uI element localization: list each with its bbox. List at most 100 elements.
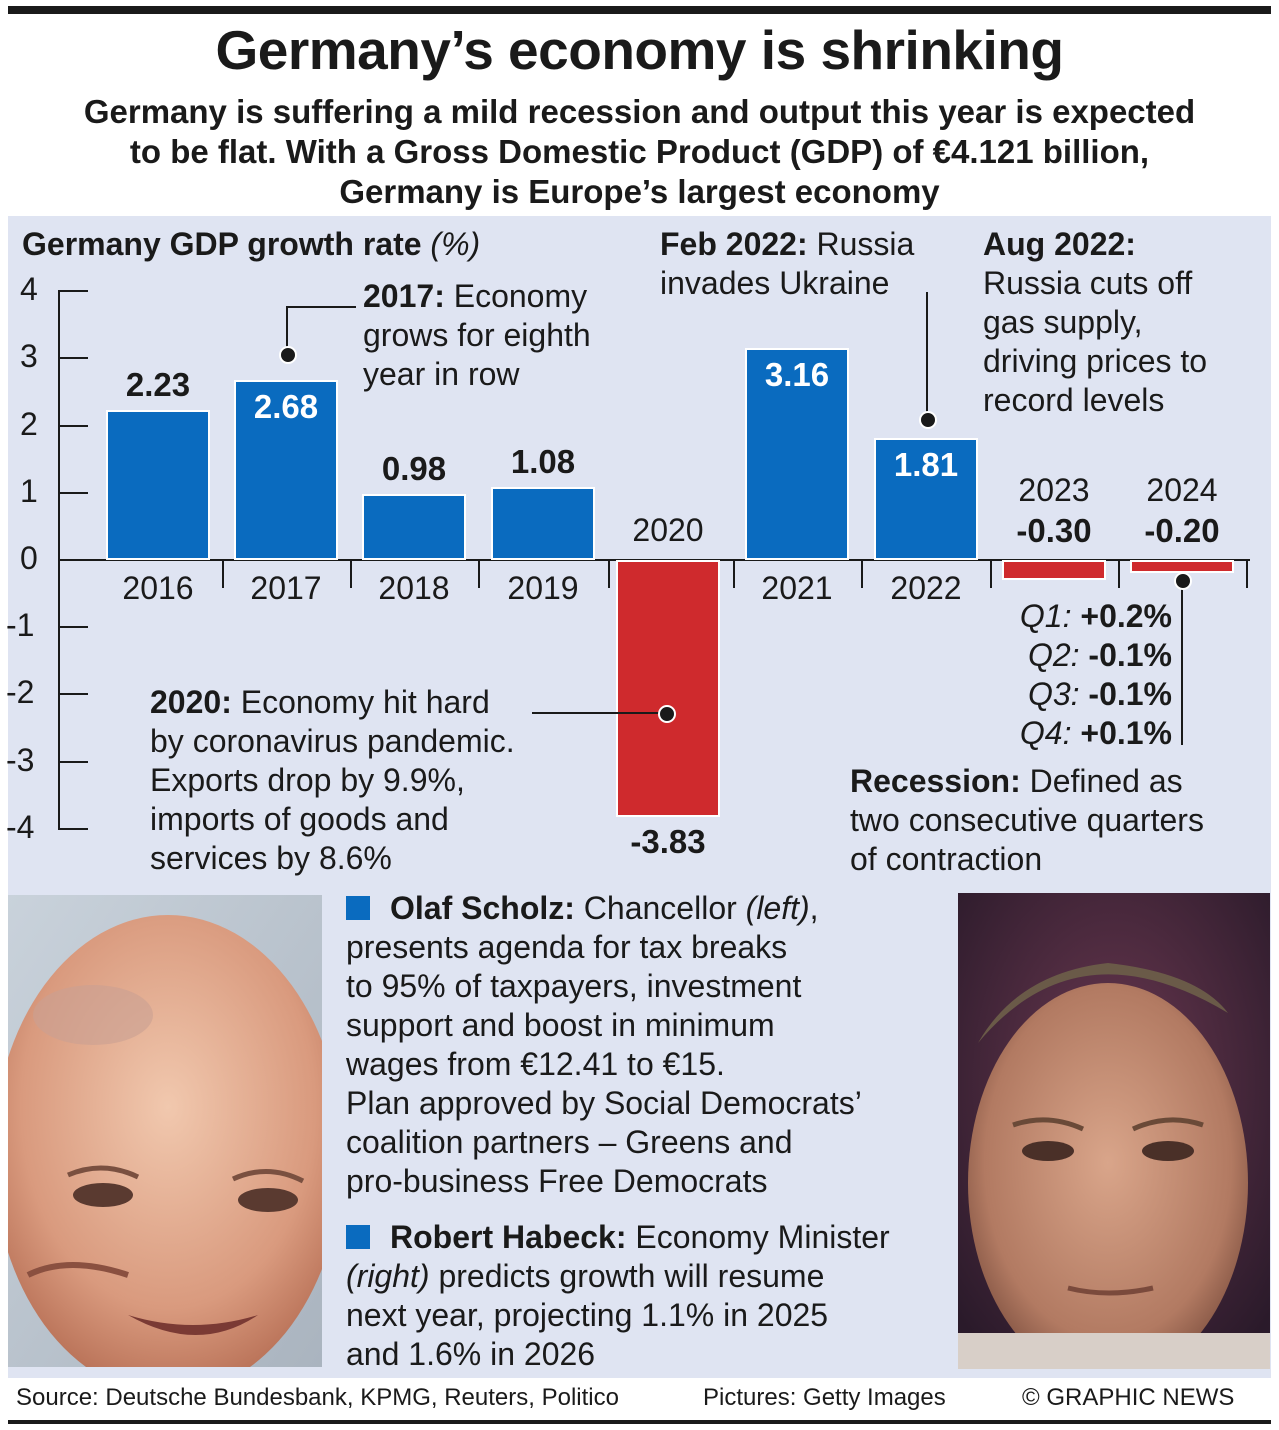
annotation-2020-line: Economy hit hard	[240, 684, 490, 720]
habeck-photo	[958, 893, 1270, 1369]
annotation-2017-line: grows for eighth	[363, 317, 591, 353]
y-tick	[58, 357, 88, 360]
value-label: 1.81	[893, 446, 959, 484]
annotation-2020-line: imports of goods and	[150, 801, 449, 837]
quarter-value: -0.1%	[1088, 637, 1172, 673]
quarter-row: Q2: -0.1%	[1002, 636, 1172, 675]
subtitle-line-1: Germany is suffering a mild recession an…	[83, 93, 1196, 130]
bar-2017	[234, 379, 338, 560]
y-tick-label: -1	[6, 607, 35, 644]
quarter-label: Q4:	[1019, 715, 1072, 751]
marker-2020	[658, 705, 676, 723]
bar-2018	[362, 494, 466, 560]
x-tick-label: 2017	[250, 570, 322, 606]
y-tick-label: -3	[6, 741, 35, 778]
y-tick	[58, 760, 88, 763]
chart-title-text: Germany GDP growth rate	[22, 226, 422, 262]
value-label: 2.68	[253, 387, 319, 425]
y-tick-label: 4	[20, 271, 38, 308]
y-tick-label: -4	[6, 808, 35, 845]
bar-2022	[874, 438, 978, 560]
bullet-square-icon	[346, 1225, 370, 1249]
annotation-2020-line: by coronavirus pandemic.	[150, 723, 515, 759]
year-separator	[861, 560, 863, 588]
annotation-recession-line: of contraction	[850, 841, 1043, 877]
subtitle-line-3: Germany is Europe’s largest economy	[339, 173, 940, 210]
marker-feb2022	[919, 411, 937, 429]
y-tick	[58, 693, 88, 696]
annotation-recession-head: Recession:	[850, 763, 1021, 799]
x-tick-label: 2018	[378, 570, 450, 606]
annotation-recession-line: Defined as	[1029, 763, 1183, 799]
bar-2016	[106, 410, 210, 560]
habeck-line: next year, projecting 1.1% in 2025	[346, 1297, 829, 1333]
marker-2024	[1174, 572, 1192, 590]
annotation-2020-line: services by 8.6%	[150, 840, 392, 876]
source-credit: Source: Deutsche Bundesbank, KPMG, Reute…	[16, 1384, 619, 1411]
x-tick-label: 2016	[122, 570, 194, 606]
y-tick	[58, 626, 88, 629]
scholz-line: presents agenda for tax breaks	[346, 929, 788, 965]
habeck-line: predicts growth will resume	[438, 1258, 825, 1294]
year-separator	[733, 560, 735, 588]
bar-2020	[616, 560, 720, 818]
quarter-label: Q2:	[1027, 637, 1080, 673]
bar-2023	[1002, 560, 1106, 581]
connector-feb2022	[926, 292, 928, 420]
connector-2017	[286, 306, 288, 356]
annotation-2020-line: Exports drop by 9.9%,	[150, 762, 465, 798]
scholz-name: Olaf Scholz:	[390, 890, 575, 926]
year-separator	[222, 560, 224, 588]
year-separator	[478, 560, 480, 588]
year-separator	[1246, 560, 1248, 588]
value-label: -0.20	[1144, 512, 1220, 549]
annotation-aug2022-line: driving prices to	[983, 343, 1208, 379]
annotation-2020: 2020: Economy hit hard by coronavirus pa…	[150, 683, 515, 878]
year-separator	[608, 560, 610, 588]
year-separator	[350, 560, 352, 588]
y-tick	[58, 424, 88, 427]
quarter-row: Q4: +0.1%	[1002, 714, 1172, 753]
annotation-aug2022-head: Aug 2022:	[983, 226, 1136, 262]
annotation-recession: Recession: Defined as two consecutive qu…	[850, 762, 1204, 879]
scholz-line: to 95% of taxpayers, investment	[346, 968, 802, 1004]
bullet-square-icon	[346, 896, 370, 920]
habeck-portrait	[958, 893, 1270, 1369]
annotation-recession-line: two consecutive quarters	[850, 802, 1204, 838]
scholz-line: wages from €12.41 to €15.	[346, 1046, 725, 1082]
scholz-portrait	[8, 895, 322, 1367]
y-tick	[58, 827, 88, 830]
bottom-rule	[8, 1420, 1271, 1424]
annotation-aug2022-line: record levels	[983, 382, 1165, 418]
y-tick-label: 0	[20, 540, 38, 576]
annotation-aug2022-line: gas supply,	[983, 304, 1143, 340]
habeck-side: (right)	[346, 1258, 430, 1294]
annotation-2017-line: year in row	[363, 356, 520, 392]
quarter-value: -0.1%	[1088, 676, 1172, 712]
scholz-side: (left)	[745, 890, 810, 926]
y-tick-label: 3	[20, 338, 38, 375]
connector-2020	[532, 712, 664, 714]
top-rule	[8, 6, 1271, 14]
quarter-label: Q3:	[1027, 676, 1080, 712]
value-label: 2.23	[125, 366, 191, 404]
quarter-label: Q1:	[1019, 598, 1072, 634]
year-separator	[1118, 560, 1120, 588]
bar-2021	[745, 347, 849, 560]
y-tick	[58, 290, 88, 293]
y-tick-label: -2	[6, 674, 35, 711]
annotation-aug2022-line: Russia cuts off	[983, 265, 1193, 301]
annotation-2020-head: 2020:	[150, 684, 232, 720]
y-tick	[58, 559, 88, 561]
habeck-name: Robert Habeck:	[390, 1219, 627, 1255]
annotation-aug2022: Aug 2022: Russia cuts off gas supply, dr…	[983, 225, 1207, 420]
quarter-row: Q3: -0.1%	[1002, 675, 1172, 714]
y-tick-label: 1	[20, 472, 38, 509]
value-label: 1.08	[510, 443, 576, 481]
value-label: 3.16	[764, 355, 830, 393]
marker-2017	[279, 346, 297, 364]
subtitle-line-2: to be flat. With a Gross Domestic Produc…	[129, 133, 1150, 170]
value-label: -0.30	[1016, 512, 1092, 549]
connector-2017	[286, 306, 356, 308]
